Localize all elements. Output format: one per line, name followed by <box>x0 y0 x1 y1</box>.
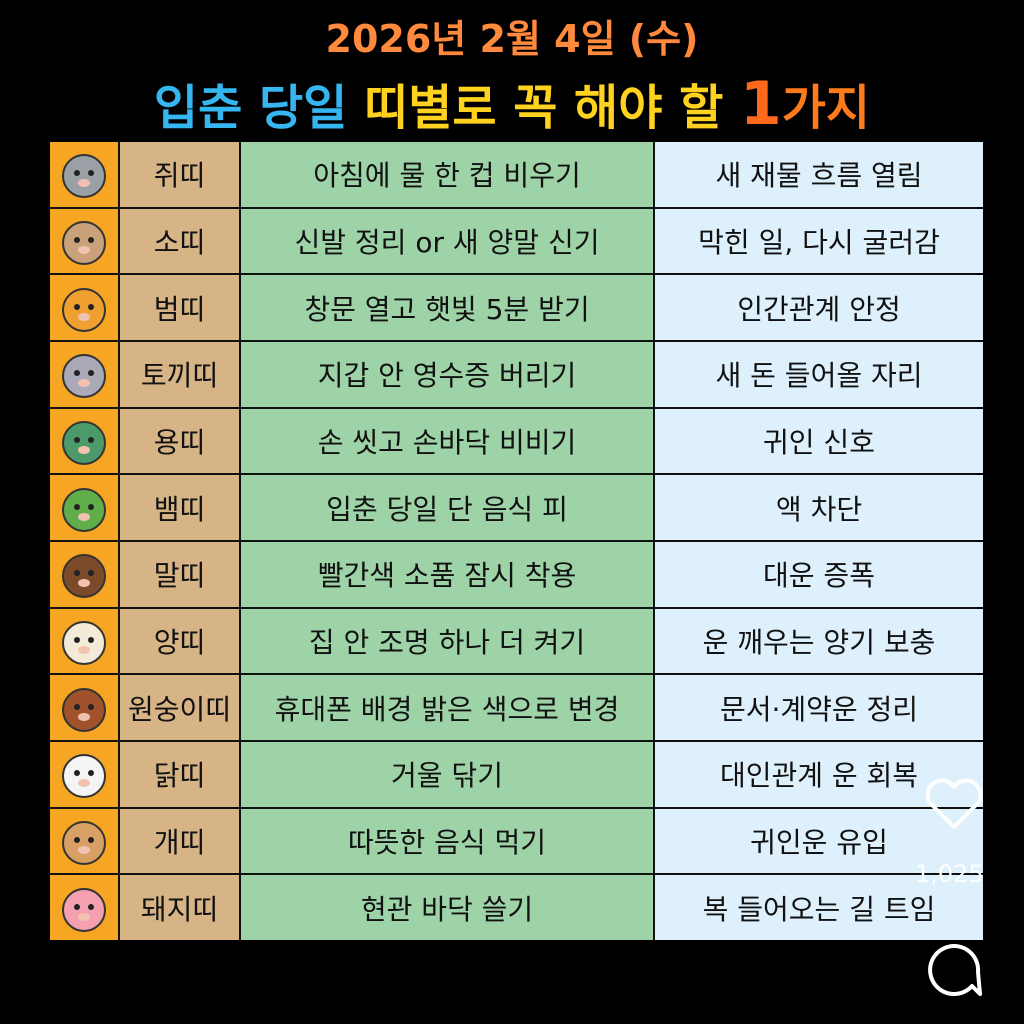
action-text: 거울 닦기 <box>241 741 653 807</box>
title-part: 입춘 당일 <box>153 80 348 136</box>
animal-icon <box>50 475 118 540</box>
title-part: 띠별로 꼭 해야 할 <box>364 80 724 136</box>
animal-icon <box>50 341 118 407</box>
animal-icon <box>50 208 118 274</box>
like-count: 1,025 <box>915 860 984 888</box>
date-title: 2026년 2월 4일 (수) <box>325 17 699 61</box>
zodiac-name: 용띠 <box>120 408 239 474</box>
result-text: 막힌 일, 다시 굴러감 <box>655 208 983 274</box>
animal-icon <box>50 408 118 474</box>
action-text: 아침에 물 한 컵 비우기 <box>241 142 653 207</box>
result-text: 새 재물 흐름 열림 <box>655 142 983 207</box>
result-text: 대운 증폭 <box>655 541 983 607</box>
zodiac-name: 범띠 <box>120 275 239 340</box>
like-button[interactable] <box>922 775 986 835</box>
animal-icon <box>50 541 118 607</box>
animal-icon <box>50 608 118 674</box>
animal-face <box>62 687 106 732</box>
result-text: 인간관계 안정 <box>655 275 983 340</box>
result-text: 귀인 신호 <box>655 408 983 474</box>
result-text: 문서·계약운 정리 <box>655 675 983 740</box>
animal-face <box>62 154 106 199</box>
zodiac-name: 닭띠 <box>120 741 239 807</box>
action-text: 신발 정리 or 새 양말 신기 <box>241 208 653 274</box>
animal-face <box>62 287 106 332</box>
animal-face <box>62 820 106 865</box>
action-text: 집 안 조명 하나 더 켜기 <box>241 608 653 674</box>
animal-icon <box>50 875 118 940</box>
title-part: 가지 <box>781 80 871 136</box>
animal-face <box>62 487 106 532</box>
zodiac-name: 돼지띠 <box>120 875 239 940</box>
result-text: 복 들어오는 길 트임 <box>655 875 983 940</box>
action-text: 지갑 안 영수증 버리기 <box>241 341 653 407</box>
action-text: 따뜻한 음식 먹기 <box>241 808 653 874</box>
animal-face <box>62 554 106 599</box>
animal-icon <box>50 142 118 207</box>
action-text: 창문 열고 햇빛 5분 받기 <box>241 275 653 340</box>
title-number: 1 <box>739 69 782 139</box>
result-text: 운 깨우는 양기 보충 <box>655 608 983 674</box>
animal-face <box>62 620 106 665</box>
animal-face <box>62 754 106 799</box>
comment-button[interactable] <box>922 938 986 1002</box>
result-text: 새 돈 들어올 자리 <box>655 341 983 407</box>
action-text: 현관 바닥 쓸기 <box>241 875 653 940</box>
action-text: 손 씻고 손바닥 비비기 <box>241 408 653 474</box>
zodiac-name: 토끼띠 <box>120 341 239 407</box>
action-text: 휴대폰 배경 밝은 색으로 변경 <box>241 675 653 740</box>
animal-face <box>62 220 106 265</box>
animal-face <box>62 887 106 932</box>
zodiac-name: 말띠 <box>120 541 239 607</box>
zodiac-name: 양띠 <box>120 608 239 674</box>
result-text: 대인관계 운 회복 <box>655 741 983 807</box>
action-text: 입춘 당일 단 음식 피 <box>241 475 653 540</box>
animal-icon <box>50 675 118 740</box>
animal-icon <box>50 808 118 874</box>
animal-face <box>62 354 106 399</box>
zodiac-name: 개띠 <box>120 808 239 874</box>
animal-icon <box>50 275 118 340</box>
result-text: 귀인운 유입 <box>655 808 983 874</box>
zodiac-name: 쥐띠 <box>120 142 239 207</box>
zodiac-name: 소띠 <box>120 208 239 274</box>
result-text: 액 차단 <box>655 475 983 540</box>
animal-icon <box>50 741 118 807</box>
action-text: 빨간색 소품 잠시 착용 <box>241 541 653 607</box>
animal-face <box>62 420 106 465</box>
zodiac-name: 원숭이띠 <box>120 675 239 740</box>
main-title: 입춘 당일 띠별로 꼭 해야 할 1가지 <box>0 68 1024 139</box>
zodiac-name: 뱀띠 <box>120 475 239 540</box>
